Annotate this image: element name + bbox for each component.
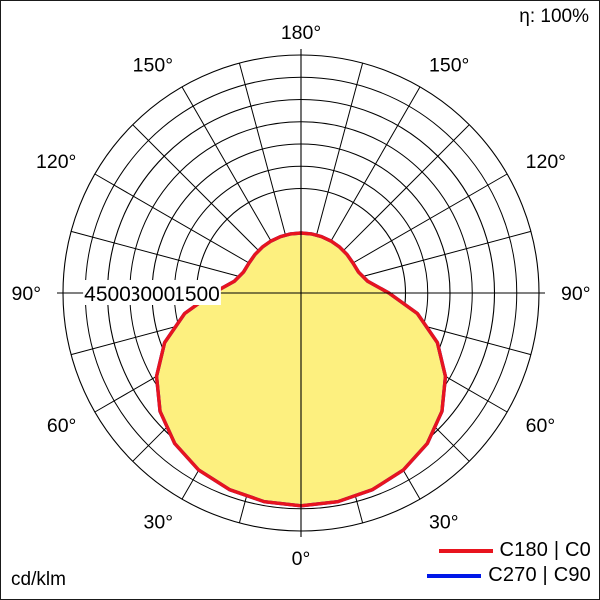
radial-tick-label: 3000 (129, 283, 176, 306)
radial-tick-label-backdrop (172, 280, 221, 305)
angle-tick-labels: 0° 30° 60° 90° 120° 150° 180° 150° 120° 90° 60° 30° (12, 22, 591, 570)
grid-spoke (358, 230, 532, 278)
legend-item-c180-c0: C180 | C0 (438, 539, 592, 562)
angle-tick-label: 180° (281, 22, 321, 44)
legend-item-c270-c90: C270 | C90 (427, 564, 591, 587)
angle-tick-label: 90° (561, 283, 591, 305)
angle-tick-label: 120° (526, 151, 566, 173)
grid-spoke (330, 86, 421, 242)
grid-spoke (352, 173, 508, 264)
grid-spoke (181, 86, 272, 242)
grid-spoke (70, 230, 244, 278)
radial-tick-label-backdrop (83, 280, 132, 305)
unit-label: cd/klm (11, 569, 66, 590)
legend-swatch-c270-c90 (427, 573, 482, 578)
angle-tick-label: 0° (292, 548, 311, 570)
grid-spoke (238, 62, 286, 236)
angle-tick-label: 150° (133, 54, 173, 76)
angle-tick-label: 60° (47, 415, 77, 437)
chart-legend: C180 | C0 C270 | C90 (427, 539, 591, 587)
legend-swatch-c180-c0 (438, 548, 493, 553)
angle-tick-label: 90° (12, 283, 42, 305)
efficiency-label: η: 100% (519, 6, 589, 27)
legend-label-c180-c0: C180 | C0 (499, 539, 591, 561)
legend-label-c270-c90: C270 | C90 (488, 564, 591, 586)
grid-spoke (94, 173, 250, 264)
angle-tick-label: 60° (526, 415, 556, 437)
grid-spoke (316, 62, 364, 236)
angle-tick-label: 150° (429, 54, 469, 76)
radial-tick-label: 4500 (84, 283, 131, 306)
radial-tick-label-backdrop (127, 280, 177, 305)
radial-tick-label: 1500 (173, 283, 220, 306)
grid-spoke (343, 124, 470, 251)
angle-tick-label: 120° (36, 151, 76, 173)
angle-tick-label: 30° (429, 512, 459, 534)
angle-tick-label: 30° (144, 512, 174, 534)
grid-spoke (132, 124, 259, 251)
